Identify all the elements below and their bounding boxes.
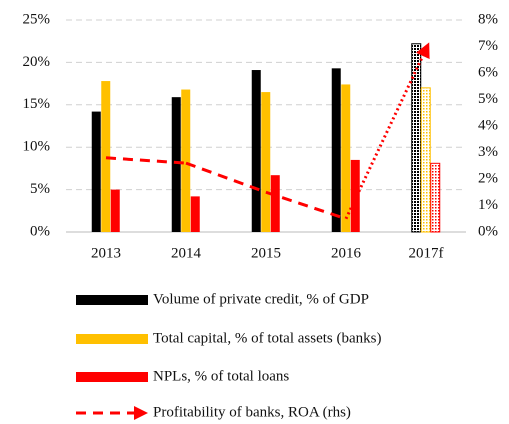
bar	[331, 68, 341, 232]
y-tick-label: 10%	[23, 139, 51, 155]
x-tick-label: 2015	[251, 245, 281, 261]
bar	[101, 81, 111, 232]
y-tick-label: 25%	[23, 11, 51, 27]
x-tick-label: 2014	[171, 245, 202, 261]
y-tick-label: 20%	[23, 54, 51, 70]
x-tick-label: 2013	[91, 245, 121, 261]
bar	[350, 159, 360, 232]
legend-swatch	[76, 334, 148, 344]
line-segment	[105, 156, 187, 165]
y2-tick-label: 0%	[478, 223, 498, 239]
legend-label: NPLs, % of total loans	[153, 368, 289, 384]
bar	[181, 89, 191, 232]
legend-label: Total capital, % of total assets (banks)	[153, 330, 381, 346]
line-segment	[344, 42, 430, 220]
legend-swatch	[134, 406, 148, 420]
legend-swatch	[76, 295, 148, 305]
y2-tick-label: 1%	[478, 197, 498, 213]
bar	[110, 189, 120, 232]
bar	[430, 162, 441, 233]
y2-tick-label: 2%	[478, 170, 498, 186]
bar	[251, 70, 261, 232]
y2-tick-label: 3%	[478, 144, 498, 160]
legend-swatch	[76, 372, 148, 382]
bar	[190, 196, 200, 232]
y2-tick-label: 4%	[478, 117, 498, 133]
x-tick-label: 2017f	[409, 245, 444, 261]
x-tick-label: 2016	[331, 245, 362, 261]
bar	[341, 84, 351, 232]
y-tick-label: 15%	[23, 96, 51, 112]
bar	[411, 43, 422, 233]
bar	[261, 92, 271, 232]
bar	[91, 111, 101, 232]
bar	[420, 87, 431, 233]
y2-tick-label: 8%	[478, 11, 498, 27]
line-segment	[265, 190, 347, 221]
y2-tick-label: 7%	[478, 38, 498, 54]
legend-label: Profitability of banks, ROA (rhs)	[153, 404, 351, 420]
y2-tick-label: 5%	[478, 91, 498, 107]
y2-tick-label: 6%	[478, 64, 498, 80]
line-segment	[185, 161, 267, 194]
y-tick-label: 5%	[30, 181, 50, 197]
y-tick-label: 0%	[30, 223, 50, 239]
legend-label: Volume of private credit, % of GDP	[153, 291, 369, 307]
bar	[171, 97, 181, 232]
bar	[270, 175, 280, 232]
